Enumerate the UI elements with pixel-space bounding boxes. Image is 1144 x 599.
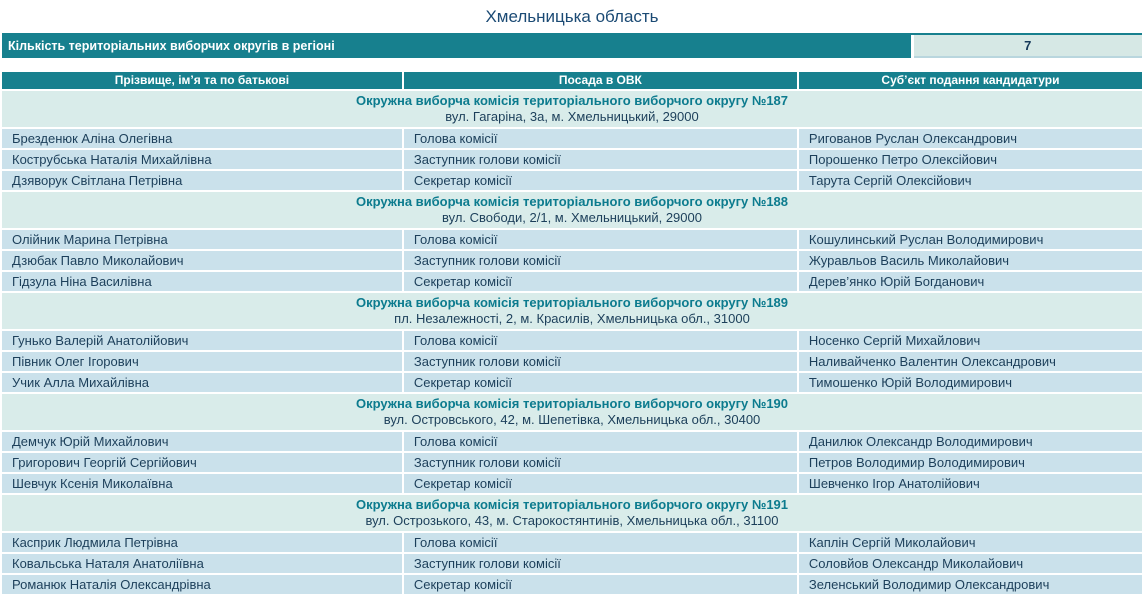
cell-full-name: Учик Алла Михайлівна: [2, 373, 402, 392]
table-row: Демчук Юрій Михайлович Голова комісії Дани…: [2, 432, 1142, 451]
table-row: Дзяворук Світлана Петрівна Секретар коміс…: [2, 171, 1142, 190]
summary-label: Кількість територіальних виборчих округі…: [2, 35, 911, 58]
table-row: Брезденюк Аліна Олегівна Голова комісії Ри…: [2, 129, 1142, 148]
cell-submitter: Зеленський Володимир Олександрович: [798, 575, 1142, 594]
group-title: Окружна виборча комісія територіального …: [355, 194, 789, 209]
table-row: Ковальська Наталя Анатоліївна Заступник г…: [2, 554, 1142, 573]
table-body: Окружна виборча комісія територіального …: [2, 91, 1142, 594]
group-title: Окружна виборча комісія територіального …: [355, 497, 789, 512]
group-header-cell: Окружна виборча комісія територіального …: [2, 293, 1142, 329]
cell-submitter: Ригованов Руслан Олександрович: [798, 129, 1142, 148]
page-title: Хмельницька область: [485, 7, 659, 26]
group-address: вул. Гагаріна, 3а, м. Хмельницький, 2900…: [445, 109, 699, 124]
spacer: [0, 58, 1144, 70]
cell-position: Секретар комісії: [403, 575, 797, 594]
commissions-table: Прізвище, ім’я та по батькові Посада в О…: [0, 70, 1144, 596]
group-title: Окружна виборча комісія територіального …: [355, 295, 789, 310]
cell-position: Секретар комісії: [403, 373, 797, 392]
group-header-row: Окружна виборча комісія територіального …: [2, 495, 1142, 531]
group-address: вул. Свободи, 2/1, м. Хмельницький, 2900…: [442, 210, 702, 225]
cell-submitter: Тимошенко Юрій Володимирович: [798, 373, 1142, 392]
cell-full-name: Шевчук Ксенія Миколаївна: [2, 474, 402, 493]
cell-submitter: Порошенко Петро Олексійович: [798, 150, 1142, 169]
cell-position: Заступник голови комісії: [403, 352, 797, 371]
summary-gap: [910, 35, 914, 58]
cell-full-name: Дзяворук Світлана Петрівна: [2, 171, 402, 190]
cell-position: Секретар комісії: [403, 272, 797, 291]
cell-submitter: Наливайченко Валентин Олександрович: [798, 352, 1142, 371]
cell-full-name: Касприк Людмила Петрівна: [2, 533, 402, 552]
cell-position: Заступник голови комісії: [403, 453, 797, 472]
table-row: Григорович Георгій Сергійович Заступник г…: [2, 453, 1142, 472]
cell-full-name: Романюк Наталія Олександрівна: [2, 575, 402, 594]
cell-full-name: Дзюбак Павло Миколайович: [2, 251, 402, 270]
summary-bar: Кількість територіальних виборчих округі…: [2, 33, 1142, 58]
cell-full-name: Олійник Марина Петрівна: [2, 230, 402, 249]
cell-full-name: Гунько Валерій Анатолійович: [2, 331, 402, 350]
cell-submitter: Дерев’янко Юрій Богданович: [798, 272, 1142, 291]
table-row: Шевчук Ксенія Миколаївна Секретар комісії…: [2, 474, 1142, 493]
table-row: Касприк Людмила Петрівна Голова комісії Ка…: [2, 533, 1142, 552]
cell-submitter: Шевченко Ігор Анатолійович: [798, 474, 1142, 493]
table-row: Олійник Марина Петрівна Голова комісії Кош…: [2, 230, 1142, 249]
cell-submitter: Носенко Сергій Михайлович: [798, 331, 1142, 350]
table-row: Учик Алла Михайлівна Секретар комісії Тимо…: [2, 373, 1142, 392]
cell-full-name: Демчук Юрій Михайлович: [2, 432, 402, 451]
group-address: вул. Островського, 42, м. Шепетівка, Хме…: [383, 412, 761, 427]
cell-position: Секретар комісії: [403, 474, 797, 493]
group-header-cell: Окружна виборча комісія територіального …: [2, 192, 1142, 228]
table-row: Півник Олег Ігорович Заступник голови ком…: [2, 352, 1142, 371]
cell-full-name: Півник Олег Ігорович: [2, 352, 402, 371]
group-header-cell: Окружна виборча комісія територіального …: [2, 495, 1142, 531]
group-header-row: Окружна виборча комісія територіального …: [2, 394, 1142, 430]
group-address: вул. Острозького, 43, м. Старокостянтині…: [365, 513, 779, 528]
cell-submitter: Кошулинський Руслан Володимирович: [798, 230, 1142, 249]
cell-position: Заступник голови комісії: [403, 554, 797, 573]
cell-full-name: Ковальська Наталя Анатоліївна: [2, 554, 402, 573]
table-header-row: Прізвище, ім’я та по батькові Посада в О…: [2, 72, 1142, 89]
cell-position: Голова комісії: [403, 533, 797, 552]
table-row: Кострубська Наталія Михайлівна Заступник …: [2, 150, 1142, 169]
cell-submitter: Соловйов Олександр Миколайович: [798, 554, 1142, 573]
column-header-submitter: Суб’єкт подання кандидатури: [798, 72, 1142, 89]
cell-position: Голова комісії: [403, 129, 797, 148]
cell-full-name: Григорович Георгій Сергійович: [2, 453, 402, 472]
cell-position: Голова комісії: [403, 331, 797, 350]
cell-submitter: Журавльов Василь Миколайович: [798, 251, 1142, 270]
summary-value: 7: [913, 35, 1142, 58]
cell-submitter: Данилюк Олександр Володимирович: [798, 432, 1142, 451]
cell-position: Голова комісії: [403, 432, 797, 451]
group-header-row: Окружна виборча комісія територіального …: [2, 91, 1142, 127]
group-header-row: Окружна виборча комісія територіального …: [2, 293, 1142, 329]
cell-submitter: Каплін Сергій Миколайович: [798, 533, 1142, 552]
cell-position: Заступник голови комісії: [403, 251, 797, 270]
table-row: Гідзула Ніна Василівна Секретар комісії Де…: [2, 272, 1142, 291]
cell-submitter: Петров Володимир Володимирович: [798, 453, 1142, 472]
group-address: пл. Незалежності, 2, м. Красилів, Хмельн…: [394, 311, 750, 326]
cell-full-name: Кострубська Наталія Михайлівна: [2, 150, 402, 169]
table-row: Гунько Валерій Анатолійович Голова комісі…: [2, 331, 1142, 350]
group-title: Окружна виборча комісія територіального …: [355, 93, 789, 108]
group-title: Окружна виборча комісія територіального …: [355, 396, 789, 411]
cell-position: Заступник голови комісії: [403, 150, 797, 169]
cell-position: Голова комісії: [403, 230, 797, 249]
group-header-cell: Окружна виборча комісія територіального …: [2, 91, 1142, 127]
group-header-cell: Окружна виборча комісія територіального …: [2, 394, 1142, 430]
cell-full-name: Брезденюк Аліна Олегівна: [2, 129, 402, 148]
cell-full-name: Гідзула Ніна Василівна: [2, 272, 402, 291]
group-header-row: Окружна виборча комісія територіального …: [2, 192, 1142, 228]
table-row: Дзюбак Павло Миколайович Заступник голови…: [2, 251, 1142, 270]
column-header-full-name: Прізвище, ім’я та по батькові: [2, 72, 402, 89]
table-row: Романюк Наталія Олександрівна Секретар ко…: [2, 575, 1142, 594]
cell-submitter: Тарута Сергій Олексійович: [798, 171, 1142, 190]
cell-position: Секретар комісії: [403, 171, 797, 190]
column-header-position: Посада в ОВК: [403, 72, 797, 89]
